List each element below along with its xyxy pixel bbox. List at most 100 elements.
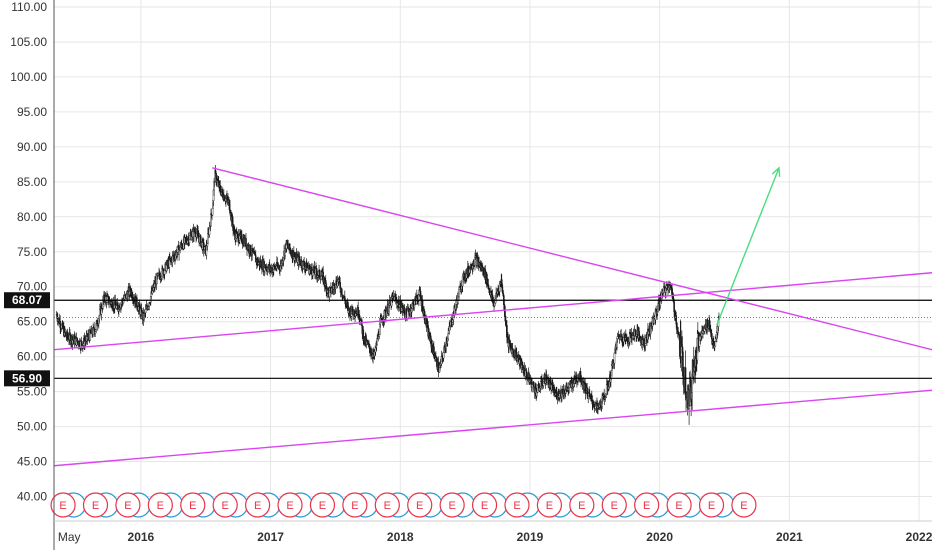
earnings-marker[interactable] [277,492,303,518]
candle-body [675,315,678,325]
projection-arrow-head [771,166,781,177]
y-tick-label: 85.00 [17,175,47,189]
y-tick-label: 100.00 [10,70,47,84]
candle-body [447,333,450,340]
candle-body [211,208,214,216]
candle-body [76,337,78,342]
axes: 40.00 45.00 50.00 55.00 60.00 65.00 70.00 75.00… [10,0,932,550]
x-tick-label: 2020 [646,530,673,544]
earnings-marker-label: E [740,500,747,512]
candle-body [320,276,322,280]
candle-body [249,245,252,255]
earnings-marker-label: E [513,500,520,512]
earnings-marker[interactable] [342,492,368,518]
earnings-marker[interactable] [536,492,563,518]
y-tick-label: 95.00 [17,105,47,119]
y-tick-label: 70.00 [17,280,47,294]
y-tick-label: 90.00 [17,140,47,154]
lower-ascending-trendline[interactable] [53,389,932,467]
earnings-marker-label: E [643,500,650,512]
earnings-marker-label: E [319,500,326,512]
earnings-marker[interactable] [439,492,465,518]
earnings-marker-label: E [92,500,99,512]
earnings-marker[interactable] [698,492,725,518]
earnings-marker[interactable] [82,492,109,518]
earnings-marker[interactable] [245,492,271,518]
earnings-marker[interactable] [601,492,627,518]
earnings-marker[interactable] [666,492,692,518]
earnings-marker-label: E [222,500,229,512]
candle-body [106,296,108,303]
price-badge [4,292,50,309]
earnings-marker[interactable] [374,492,400,518]
y-tick-label: 45.00 [17,455,47,469]
y-tick-label: 80.00 [17,210,47,224]
horizontal-levels [54,299,932,379]
candle-body [613,352,616,364]
y-tick-label: 75.00 [17,245,47,259]
candle-body [189,234,191,240]
projection-arrow-line[interactable] [716,167,780,326]
candle-body [368,344,371,349]
trendlines[interactable] [53,166,932,467]
earnings-marker[interactable] [115,492,141,518]
earnings-marker-label: E [189,500,196,512]
x-tick-label: 2022 [906,530,932,544]
earnings-marker[interactable] [634,492,660,518]
earnings-marker[interactable] [569,492,595,518]
price-badge-label: 68.07 [12,293,42,307]
earnings-marker-label: E [286,500,293,512]
candle-body [378,334,381,337]
earnings-marker-label: E [351,500,358,512]
earnings-marker-label: E [157,500,164,512]
earnings-marker[interactable] [731,492,757,518]
earnings-marker[interactable] [212,492,238,518]
candle-body [366,340,368,342]
candle-body [81,341,83,346]
x-tick-label: 2019 [517,530,544,544]
x-tick-label: May [58,530,81,544]
earnings-marker[interactable] [147,492,173,518]
candle-body [232,224,234,231]
earnings-marker-label: E [578,500,585,512]
earnings-marker[interactable] [180,492,206,518]
ascending-trendline[interactable] [53,272,932,351]
earnings-marker-label: E [59,500,66,512]
y-tick-label: 60.00 [17,350,47,364]
earnings-marker[interactable] [407,492,433,518]
price-badge-label: 56.90 [12,371,42,385]
y-tick-label: 50.00 [17,420,47,434]
candle-body [144,309,147,313]
earnings-marker-label: E [675,500,682,512]
candle-body [207,233,209,244]
candle-body [541,378,543,386]
upper-descending-trendline[interactable] [212,167,932,351]
price-badges: 68.07 56.90 [4,292,50,387]
earnings-marker[interactable] [504,492,530,518]
earnings-marker-label: E [254,500,261,512]
earnings-marker-label: E [708,500,715,512]
candle-body [714,341,717,347]
y-tick-label: 40.00 [17,490,47,504]
y-tick-label: 105.00 [10,35,47,49]
candle-body [684,367,687,396]
y-tick-label: 110.00 [11,0,47,14]
earnings-marker[interactable] [471,492,498,518]
candle-body [626,337,628,342]
candle-body [442,352,445,359]
candle-body [458,289,460,298]
earnings-marker[interactable] [50,492,76,518]
earnings-marker-label: E [124,500,131,512]
y-tick-label: 65.00 [17,315,47,329]
y-tick-label: 55.00 [17,385,47,399]
earnings-marker-label: E [448,500,455,512]
earnings-marker[interactable] [309,492,336,518]
x-tick-label: 2018 [387,530,414,544]
x-tick-label: 2017 [257,530,284,544]
earnings-marker-label: E [481,500,488,512]
x-tick-label: 2021 [776,530,803,544]
